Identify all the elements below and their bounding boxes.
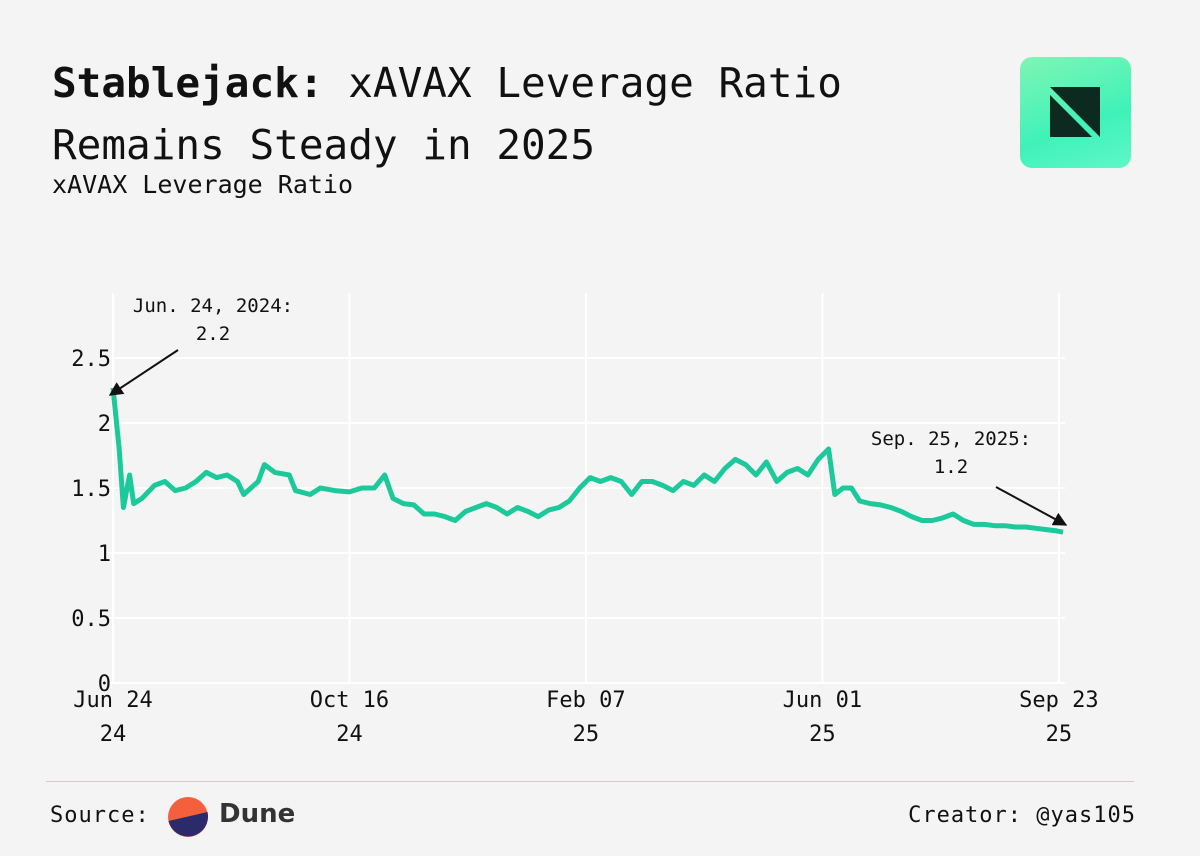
footer-rule — [46, 781, 1134, 782]
source-name: Dune — [219, 799, 296, 829]
x-tick-label: Jun 24 24 — [73, 688, 153, 747]
annotation-text: Jun. 24, 2024: — [133, 295, 293, 317]
x-tick-label: Sep 23 25 — [1019, 688, 1099, 747]
brand-icon — [1050, 87, 1100, 137]
y-tick-label: 0 — [98, 672, 111, 697]
y-tick-label: 0.5 — [71, 607, 111, 632]
annotation-text: 2.2 — [196, 323, 230, 345]
title: Stablejack: xAVAX Leverage Ratio Remains… — [52, 52, 912, 176]
title-text: xAVAX Leverage Ratio Remains Steady in 2… — [52, 59, 842, 169]
x-tick-label: Oct 16 24 — [309, 688, 390, 747]
creator: Creator: @yas105 — [908, 803, 1136, 828]
y-tick-label: 1 — [98, 542, 111, 567]
dune-logo — [168, 797, 209, 837]
x-tick-label: Jun 01 25 — [782, 688, 863, 747]
x-tick-label: Feb 07 25 — [546, 688, 626, 747]
annotation-arrow — [995, 486, 1068, 526]
title-lead: Stablejack: — [52, 59, 324, 107]
subtitle: xAVAX Leverage Ratio — [52, 170, 354, 199]
annotation-text: Sep. 25, 2025: — [871, 428, 1031, 450]
y-tick-label: 2.5 — [71, 347, 111, 372]
annotation-arrow — [108, 349, 179, 396]
source-label: Source: — [50, 803, 150, 828]
annotation-text: 1.2 — [934, 456, 968, 478]
y-tick-label: 1.5 — [71, 477, 111, 502]
y-tick-label: 2 — [98, 412, 111, 437]
chart: 0 0.5 1 1.5 2 2.5 Jun. 24, 2024: 2.2 Sep. 25, 20… — [71, 293, 1068, 697]
data-line — [110, 387, 1064, 535]
brand-logo — [1020, 57, 1131, 168]
